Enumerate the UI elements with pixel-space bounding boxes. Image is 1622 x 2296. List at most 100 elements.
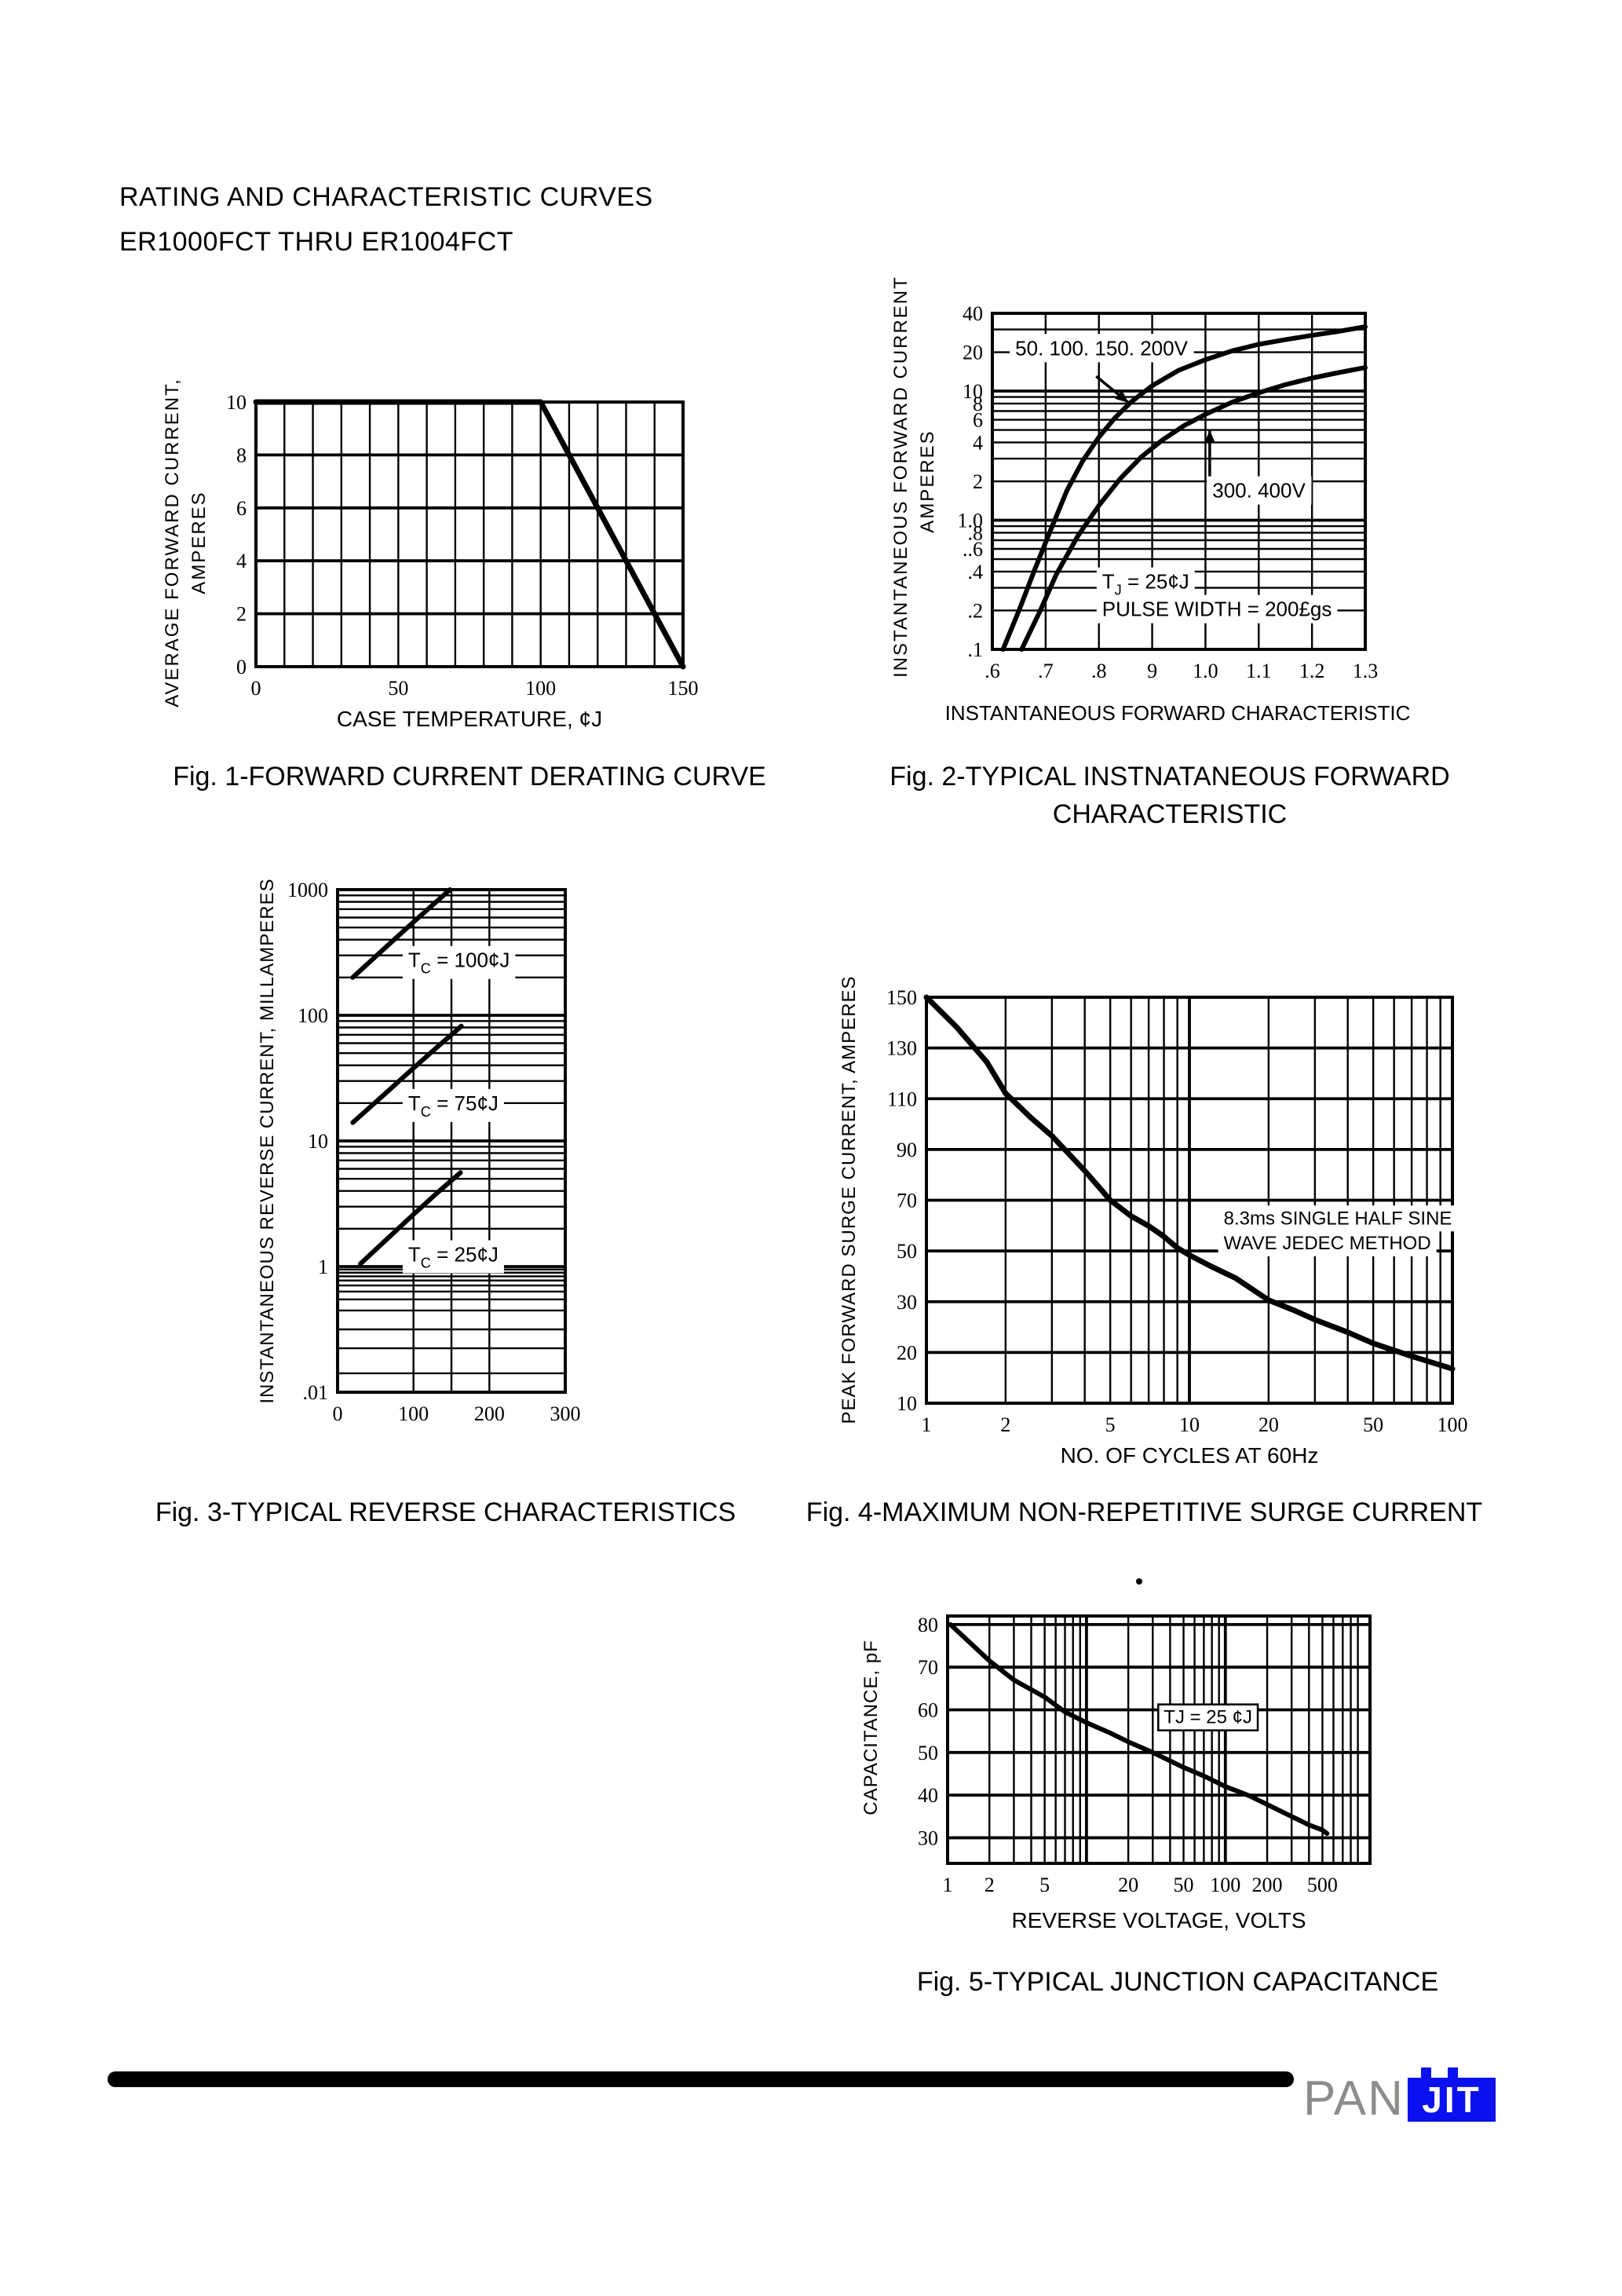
y-tick-label: .01 <box>303 1381 329 1404</box>
x-tick-label: 100 <box>525 677 556 700</box>
y-tick-label: 70 <box>897 1190 917 1212</box>
x-tick-label: 1.3 <box>1353 660 1379 682</box>
y-tick-label: 0 <box>236 656 247 678</box>
y-tick-label: 20 <box>897 1341 917 1364</box>
y-tick-label: 1 <box>318 1256 328 1278</box>
x-tick-label: 100 <box>1438 1413 1468 1436</box>
stray-dot <box>1136 1578 1142 1585</box>
y-tick-label: 90 <box>897 1139 917 1161</box>
x-tick-label: 150 <box>668 677 699 700</box>
curve-Tc-25C <box>358 1170 463 1267</box>
y-tick-label: 4 <box>236 550 247 572</box>
x-tick-label: 50 <box>1363 1413 1383 1436</box>
logo-dot <box>1448 2067 1458 2078</box>
y-tick-label: 30 <box>918 1826 938 1849</box>
curve-Tc-100C <box>350 887 453 980</box>
chart-annotation: WAVE JEDEC METHOD <box>1218 1230 1437 1256</box>
fig1-x-axis-title: CASE TEMPERATURE, ¢J <box>336 707 603 731</box>
x-tick-label: 1 <box>943 1874 953 1896</box>
y-tick-label: .1 <box>968 638 984 661</box>
x-tick-label: 500 <box>1307 1874 1338 1896</box>
chart-annotation: TJ = 25¢J <box>1096 567 1195 601</box>
chart-annotation: 8.3ms SINGLE HALF SINE <box>1218 1205 1458 1232</box>
x-tick-label: 20 <box>1259 1413 1279 1436</box>
svg-text:TJ = 25 ¢J: TJ = 25 ¢J <box>1164 1707 1252 1728</box>
page-title: RATING AND CHARACTERISTIC CURVES <box>119 182 653 212</box>
y-tick-label: 70 <box>918 1656 938 1679</box>
x-tick-label: 0 <box>251 677 261 700</box>
x-tick-label: 200 <box>1252 1874 1283 1896</box>
chart-annotation: TC = 75¢J <box>402 1088 504 1122</box>
fig1-chart: 0 50 100 150 0 2 4 6 8 10 <box>177 386 707 722</box>
fig3-chart: TC = 100¢J TC = 75¢J TC = 25¢J 0 100 200 300 10… <box>259 874 589 1447</box>
fig2-caption-line2: CHARACTERISTIC <box>1052 799 1288 829</box>
x-tick-label: .8 <box>1091 660 1107 682</box>
curve-surge-current <box>923 994 1456 1372</box>
y-tick-label: 4 <box>973 431 983 454</box>
y-tick-label: 8 <box>236 444 247 466</box>
y-tick-label: 1000 <box>287 879 328 901</box>
y-tick-label: 10 <box>308 1130 328 1153</box>
x-tick-label: 50 <box>1174 1874 1194 1896</box>
x-tick-label: 100 <box>398 1402 429 1425</box>
x-tick-label: 50 <box>388 677 408 700</box>
fig4-x-axis-title: NO. OF CYCLES AT 60Hz <box>1060 1443 1319 1468</box>
y-tick-label: 100 <box>298 1004 328 1027</box>
fig2-chart: 50. 100. 150. 200V 300. 400V TJ = 25¢J PULS… <box>914 298 1389 704</box>
chart-annotation: 300. 400V <box>1207 476 1312 505</box>
svg-text:TC = 75¢J: TC = 75¢J <box>408 1091 499 1120</box>
y-tick-label: 6 <box>236 497 247 520</box>
y-tick-label: ..6 <box>963 538 983 561</box>
fig4-caption: Fig. 4-MAXIMUM NON-REPETITIVE SURGE CURR… <box>806 1497 1483 1527</box>
x-tick-label: 0 <box>333 1402 343 1425</box>
chart-annotation: PULSE WIDTH = 200£gs <box>1096 594 1338 623</box>
x-tick-label: 1 <box>922 1413 932 1436</box>
svg-text:TC = 100¢J: TC = 100¢J <box>408 949 510 977</box>
brand-jit-box: JIT <box>1408 2078 1496 2122</box>
curve-50-100-150-200V <box>1000 324 1368 652</box>
y-tick-label: 8 <box>973 393 983 415</box>
chart-annotation: 50. 100. 150. 200V <box>1010 334 1194 363</box>
svg-text:TC = 25¢J: TC = 25¢J <box>408 1242 499 1270</box>
x-tick-label: 20 <box>1118 1874 1138 1896</box>
x-tick-label: 5 <box>1105 1413 1116 1436</box>
y-tick-label: 2 <box>973 470 983 493</box>
fig5-canvas: TJ = 25 ¢J 1 2 5 20 50 100 200 500 30 40 50 60 70 80 <box>918 1614 1372 1896</box>
svg-text:TJ = 25¢J: TJ = 25¢J <box>1102 570 1189 598</box>
x-tick-label: 300 <box>550 1402 581 1425</box>
x-tick-label: 100 <box>1210 1874 1240 1896</box>
fig2-x-axis-title: INSTANTANEOUS FORWARD CHARACTERISTIC <box>944 701 1411 725</box>
annotation-arrow <box>1204 430 1215 444</box>
page-subtitle: ER1000FCT THRU ER1004FCT <box>119 227 514 257</box>
svg-text:PULSE WIDTH = 200£gs: PULSE WIDTH = 200£gs <box>1102 598 1332 621</box>
y-tick-label: 30 <box>897 1291 917 1314</box>
x-tick-label: .6 <box>985 660 1000 682</box>
footer-rule <box>108 2071 1294 2087</box>
fig1-caption: Fig. 1-FORWARD CURRENT DERATING CURVE <box>173 762 766 792</box>
fig5-chart: TJ = 25 ¢J 1 2 5 20 50 100 200 500 30 40 50 60 70 80 <box>869 1600 1394 1918</box>
y-tick-label: .4 <box>968 561 984 583</box>
chart-annotation: TC = 100¢J <box>402 945 516 979</box>
fig1-canvas: 0 50 100 150 0 2 4 6 8 10 <box>226 391 699 700</box>
x-tick-label: .7 <box>1038 660 1054 682</box>
fig2-canvas: 50. 100. 150. 200V 300. 400V TJ = 25¢JPULS… <box>958 302 1379 682</box>
fig3-canvas: TC = 100¢J TC = 75¢J TC = 25¢J 0 100 200 300 10… <box>287 879 581 1425</box>
y-tick-label: 130 <box>886 1037 917 1060</box>
y-tick-label: 50 <box>918 1742 938 1764</box>
curve-junction-capacitance <box>948 1621 1330 1836</box>
annotation-arrow <box>1115 389 1129 404</box>
fig5-caption: Fig. 5-TYPICAL JUNCTION CAPACITANCE <box>916 1967 1439 1997</box>
chart-annotation: TJ = 25 ¢J <box>1157 1703 1259 1731</box>
svg-text:WAVE JEDEC METHOD: WAVE JEDEC METHOD <box>1224 1233 1431 1254</box>
curve-300-400V <box>1019 365 1368 652</box>
x-tick-label: 1.1 <box>1246 660 1272 682</box>
x-tick-label: 1.2 <box>1299 660 1325 682</box>
fig4-chart: 8.3ms SINGLE HALF SINE WAVE JEDEC METHOD 1… <box>848 982 1476 1458</box>
y-tick-label: 20 <box>963 342 983 364</box>
x-tick-label: 200 <box>474 1402 505 1425</box>
svg-text:300. 400V: 300. 400V <box>1212 479 1306 503</box>
brand-jit: JIT <box>1422 2079 1481 2120</box>
y-tick-label: 40 <box>963 302 983 325</box>
y-tick-label: 40 <box>918 1784 938 1807</box>
y-tick-label: 50 <box>897 1240 917 1263</box>
